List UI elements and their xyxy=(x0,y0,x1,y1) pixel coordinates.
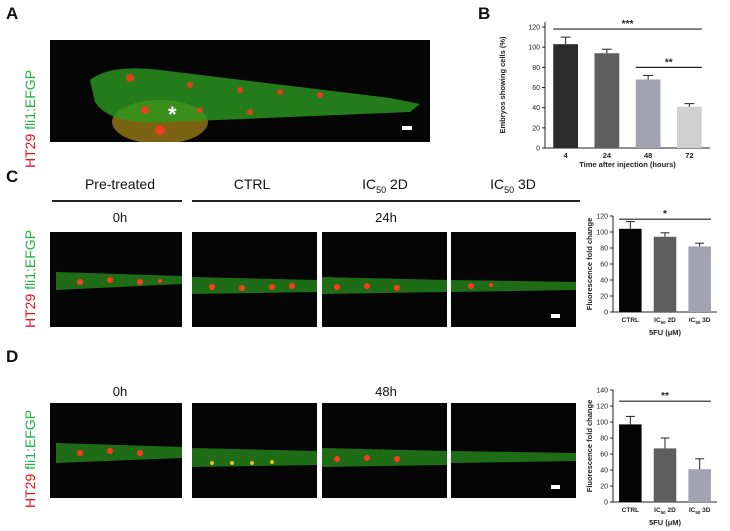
panel-letter-c: C xyxy=(6,167,19,186)
fli1-label: fli1:EFGP xyxy=(22,229,38,290)
fish-label-a: HT29 fli1:EFGP xyxy=(22,70,38,168)
bar xyxy=(594,53,620,148)
y-tick-label: 120 xyxy=(528,25,540,32)
bar xyxy=(677,106,702,148)
category-label: IC50 3D xyxy=(689,317,711,325)
significance-label: *** xyxy=(622,19,634,30)
fish-image-c-ctrl xyxy=(192,232,317,327)
panel-letter-d: D xyxy=(6,347,19,366)
fish-image-d-pre xyxy=(50,403,182,498)
category-label: IC50 2D xyxy=(654,507,676,515)
x-axis-label: 5FU (μM) xyxy=(649,518,682,527)
panel-letter-b: B xyxy=(478,4,491,23)
y-tick-label: 40 xyxy=(600,468,608,475)
y-tick-label: 0 xyxy=(604,310,608,317)
y-tick-label: 0 xyxy=(604,500,608,507)
y-tick-label: 20 xyxy=(600,484,608,491)
y-tick-label: 20 xyxy=(600,294,608,301)
category-label: IC50 2D xyxy=(654,317,676,325)
divider-pre xyxy=(52,200,182,202)
bar xyxy=(553,44,578,149)
bar xyxy=(653,236,677,312)
fli1-label: fli1:EFGP xyxy=(22,409,38,470)
ht29-label: HT29 xyxy=(22,133,38,168)
y-tick-label: 0 xyxy=(536,146,540,153)
category-label: 24 xyxy=(603,151,612,160)
significance-label: ** xyxy=(661,391,669,402)
significance-label: * xyxy=(663,209,667,220)
y-axis-label: Embryos showing cells (%) xyxy=(498,36,507,134)
fish-label-c: HT29 fli1:EFGP xyxy=(22,230,38,328)
category-label: IC50 3D xyxy=(689,507,711,515)
category-label: CTRL xyxy=(622,507,639,514)
category-label: 4 xyxy=(564,151,569,160)
chart-c: 0 20 40 60 80 100 120 CTRL IC50 2D IC50 3D * 5FU (μ… xyxy=(585,209,717,337)
fish-image-c-pre xyxy=(50,232,182,327)
bar xyxy=(619,424,642,502)
bar xyxy=(688,469,711,502)
y-tick-label: 60 xyxy=(600,262,608,269)
fish-image-d-3d xyxy=(451,403,576,498)
y-axis-label: Fluorescence fold change xyxy=(585,400,594,493)
y-tick-label: 100 xyxy=(596,230,608,237)
fish-label-d: HT29 fli1:EFGP xyxy=(22,410,38,508)
y-tick-label: 60 xyxy=(532,85,540,92)
x-axis-label: Time after injection (hours) xyxy=(579,160,676,169)
fish-image-d-2d xyxy=(322,403,447,498)
time-c-pre: 0h xyxy=(112,210,128,225)
panel-letter-a: A xyxy=(6,4,19,23)
y-tick-label: 40 xyxy=(532,105,540,112)
category-label: 72 xyxy=(685,151,693,160)
header-ic50-3d: IC50 3D xyxy=(490,176,536,195)
y-tick-label: 80 xyxy=(532,65,540,72)
fish-image-a: * xyxy=(50,40,430,142)
y-tick-label: 120 xyxy=(596,404,608,411)
time-d-post: 48h xyxy=(375,384,397,399)
header-pre-treated: Pre-treated xyxy=(84,176,156,192)
fli1-label: fli1:EFGP xyxy=(22,69,38,130)
y-tick-label: 140 xyxy=(596,388,608,395)
header-ic50-2d: IC50 2D xyxy=(362,176,408,195)
ht29-label: HT29 xyxy=(22,293,38,328)
ht29-label: HT29 xyxy=(22,473,38,508)
time-d-pre: 0h xyxy=(112,384,128,399)
x-axis-label: 5FU (μM) xyxy=(649,328,682,337)
bar xyxy=(653,448,677,502)
time-c-post: 24h xyxy=(375,210,397,225)
significance-label: ** xyxy=(665,57,673,68)
category-label: 48 xyxy=(644,151,652,160)
fish-image-c-2d xyxy=(322,232,447,327)
y-tick-label: 80 xyxy=(600,246,608,253)
fish-image-d-ctrl xyxy=(192,403,317,498)
category-label: CTRL xyxy=(622,317,639,324)
bar xyxy=(635,79,661,148)
asterisk-mark: * xyxy=(168,102,177,127)
bar xyxy=(688,246,711,312)
y-tick-label: 40 xyxy=(600,278,608,285)
chart-d: 0 20 40 60 80 100 120 140 CTRL IC50 2D IC50 3D ** 5F… xyxy=(585,388,717,527)
y-tick-label: 20 xyxy=(532,125,540,132)
header-ctrl: CTRL xyxy=(233,176,271,192)
y-tick-label: 120 xyxy=(596,214,608,221)
y-axis-label: Fluorescence fold change xyxy=(585,218,594,311)
bar xyxy=(619,228,642,312)
y-tick-label: 100 xyxy=(596,420,608,427)
y-tick-label: 100 xyxy=(528,45,540,52)
divider-post xyxy=(192,200,580,202)
y-tick-label: 60 xyxy=(600,452,608,459)
y-tick-label: 80 xyxy=(600,436,608,443)
fish-image-c-3d xyxy=(451,232,576,327)
